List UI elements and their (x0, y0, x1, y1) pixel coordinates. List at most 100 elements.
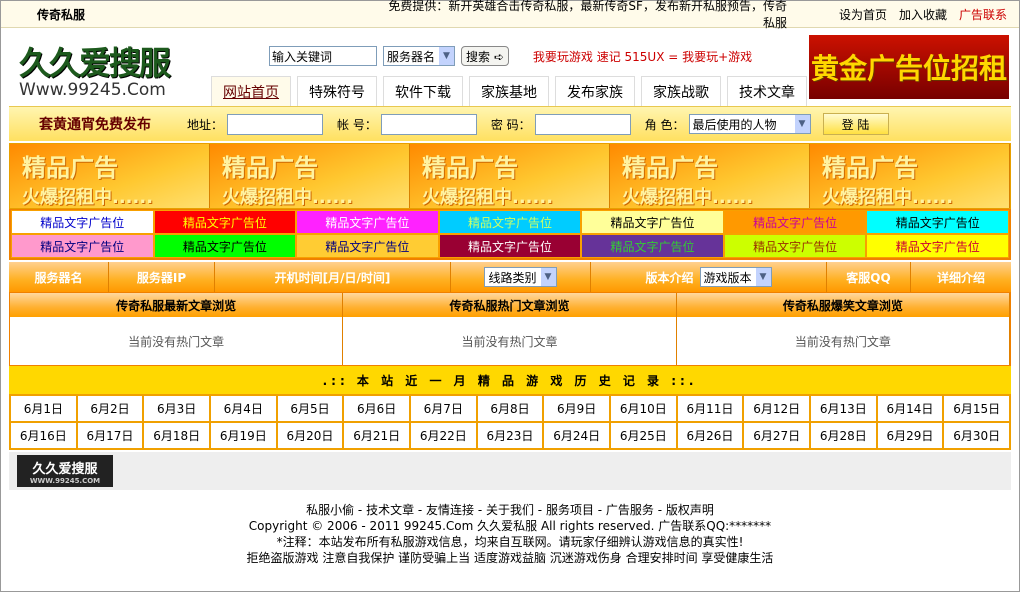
history-day[interactable]: 6月30日 (943, 422, 1010, 449)
history-day[interactable]: 6月6日 (343, 395, 410, 422)
server-list-header: 服务器名 服务器IP 开机时间[月/日/时间] 线路类别 ▼ 版本介绍 游戏版本 ▼ … (9, 262, 1011, 292)
banner-line2: 火爆招租中...... (622, 187, 754, 208)
text-ad[interactable]: 精品文字广告位 (296, 234, 439, 258)
account-label: 帐 号： (337, 117, 377, 132)
history-day[interactable]: 6月26日 (676, 422, 744, 449)
set-homepage-link[interactable]: 设为首页 (838, 7, 887, 22)
tab-1[interactable]: 特殊符号 (297, 76, 377, 106)
text-ad[interactable]: 精品文字广告位 (438, 234, 582, 258)
tab-5[interactable]: 家族战歌 (641, 76, 721, 106)
text-ad[interactable]: 精品文字广告位 (866, 210, 1009, 234)
banner-line1: 精品广告 (822, 154, 918, 182)
notice-text: 免费提供：新开英雄合击传奇私服，最新传奇SF，发布新开私服预告，传奇私服 (388, 0, 787, 30)
tab-3[interactable]: 家族基地 (469, 76, 549, 106)
history-day[interactable]: 6月8日 (476, 395, 544, 422)
history-day[interactable]: 6月18日 (143, 422, 210, 449)
role-select[interactable]: 最后使用的人物 ▼ (688, 114, 811, 134)
history-day[interactable]: 6月10日 (609, 395, 677, 422)
text-ad[interactable]: 精品文字广告位 (153, 234, 297, 258)
select-value: 游戏版本 (703, 270, 752, 285)
banner-line2: 火爆招租中...... (422, 187, 554, 208)
logo[interactable]: 久久爱搜服 Www.99245.Com (19, 38, 199, 100)
text-ad[interactable]: 精品文字广告位 (581, 234, 724, 258)
history-day[interactable]: 6月16日 (10, 422, 77, 449)
ad-contact-link[interactable]: 广告联系 (958, 7, 1007, 22)
history-day[interactable]: 6月7日 (409, 395, 477, 422)
history-day[interactable]: 6月27日 (743, 422, 810, 449)
history-day[interactable]: 6月19日 (209, 422, 277, 449)
banner-line1: 精品广告 (22, 154, 118, 182)
article-panel-title: 传奇私服热门文章浏览 (343, 293, 677, 317)
banner-line1: 精品广告 (222, 154, 318, 182)
search-input[interactable] (269, 46, 377, 66)
text-ad[interactable]: 精品文字广告位 (153, 210, 297, 234)
text-ad[interactable]: 精品文字广告位 (866, 234, 1009, 258)
site-name: 传奇私服 (37, 7, 86, 22)
footer-links[interactable]: 私服小偷 - 技术文章 - 友情连接 - 关于我们 - 服务项目 - 广告服务 … (306, 503, 714, 517)
select-value: 服务器名 (387, 49, 436, 64)
history-day[interactable]: 6月9日 (543, 395, 610, 422)
footer-logo-url: WWW.99245.COM (29, 476, 101, 485)
text-ad[interactable]: 精品文字广告位 (296, 210, 439, 234)
history-day[interactable]: 6月12日 (743, 395, 810, 422)
tab-label: 家族战歌 (653, 84, 709, 101)
version-select[interactable]: 游戏版本 ▼ (699, 267, 772, 287)
text-ad[interactable]: 精品文字广告位 (723, 234, 867, 258)
text-ad[interactable]: 精品文字广告位 (11, 234, 154, 258)
tab-0[interactable]: 网站首页 (211, 76, 291, 106)
tab-label: 软件下载 (395, 84, 451, 101)
history-day[interactable]: 6月20日 (276, 422, 344, 449)
password-input[interactable] (534, 113, 631, 135)
search-button[interactable]: 搜索 ➪ (461, 46, 509, 66)
copyright: Copyright © 2006 - 2011 99245.Com 久久爱私服 … (248, 519, 772, 533)
line-type-select[interactable]: 线路类别 ▼ (484, 267, 557, 287)
history-day[interactable]: 6月13日 (809, 395, 877, 422)
login-button[interactable]: 登 陆 (822, 113, 889, 135)
account-input[interactable] (380, 113, 477, 135)
address-input[interactable] (227, 113, 324, 135)
history-day[interactable]: 6月25日 (609, 422, 677, 449)
logo-url: Www.99245.Com (19, 80, 166, 100)
history-day[interactable]: 6月28日 (809, 422, 877, 449)
add-favorite-link[interactable]: 加入收藏 (898, 7, 947, 22)
history-day[interactable]: 6月5日 (276, 395, 344, 422)
history-day[interactable]: 6月23日 (476, 422, 544, 449)
history-day[interactable]: 6月17日 (76, 422, 144, 449)
chevron-down-icon: ▼ (794, 115, 810, 133)
history-day[interactable]: 6月1日 (10, 395, 77, 422)
history-day[interactable]: 6月3日 (143, 395, 210, 422)
tab-4[interactable]: 发布家族 (555, 76, 635, 106)
gold-ad-banner[interactable]: 黄金广告位招租 (809, 35, 1009, 99)
text-ad[interactable]: 精品文字广告位 (438, 210, 582, 234)
banner-line2: 火爆招租中...... (822, 187, 954, 208)
text-ad[interactable]: 精品文字广告位 (581, 210, 724, 234)
text-ad[interactable]: 精品文字广告位 (723, 210, 867, 234)
banner-line2: 火爆招租中...... (222, 187, 354, 208)
tab-2[interactable]: 软件下载 (383, 76, 463, 106)
history-day[interactable]: 6月4日 (209, 395, 277, 422)
history-day[interactable]: 6月15日 (943, 395, 1010, 422)
text-ad[interactable]: 精品文字广告位 (11, 210, 154, 234)
history-day[interactable]: 6月22日 (409, 422, 477, 449)
history-day[interactable]: 6月11日 (676, 395, 744, 422)
col-detail: 详细介绍 (936, 270, 985, 285)
ad-banner[interactable]: 精品广告 火爆招租中...... (10, 144, 210, 208)
history-day[interactable]: 6月21日 (343, 422, 410, 449)
col-open-time: 开机时间[月/日/时间] (215, 262, 451, 292)
banner-line1: 精品广告 (622, 154, 718, 182)
chevron-down-icon: ▼ (755, 268, 771, 286)
search-type-select[interactable]: 服务器名 ▼ (383, 46, 456, 66)
history-day[interactable]: 6月24日 (543, 422, 610, 449)
ad-banner[interactable]: 精品广告火爆招租中...... (610, 144, 810, 208)
ad-banner[interactable]: 精品广告火爆招租中...... (210, 144, 410, 208)
article-panel-empty: 当前没有热门文章 (10, 317, 344, 365)
tab-label: 特殊符号 (309, 84, 365, 101)
history-day[interactable]: 6月29日 (876, 422, 944, 449)
ad-banner[interactable]: 精品广告火爆招租中...... (810, 144, 1010, 208)
history-day[interactable]: 6月14日 (876, 395, 944, 422)
article-panel-empty: 当前没有热门文章 (677, 317, 1010, 365)
ad-banner[interactable]: 精品广告 火爆招租中...... (410, 144, 610, 208)
footer-logo[interactable]: 久久爱搜服 WWW.99245.COM (17, 455, 113, 487)
history-day[interactable]: 6月2日 (76, 395, 144, 422)
tab-6[interactable]: 技术文章 (727, 76, 807, 106)
